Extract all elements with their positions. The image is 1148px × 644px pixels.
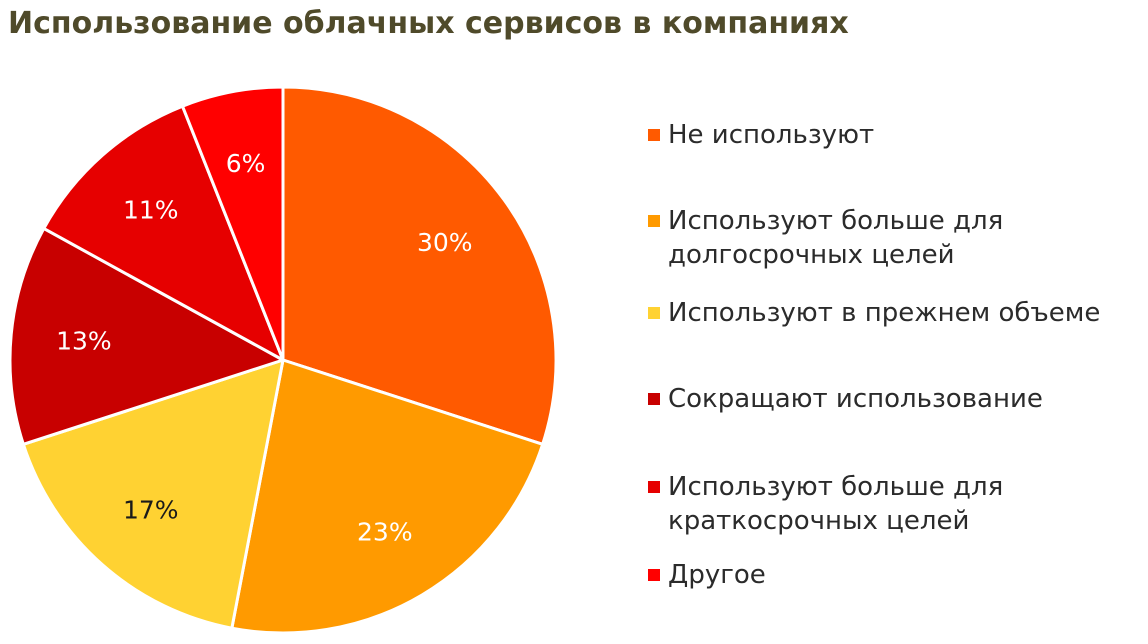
pie-slice-6	[181, 85, 285, 362]
legend-marker-3	[648, 307, 660, 319]
legend-label-4: Сокращают использование	[668, 384, 1043, 414]
pie-slice-4	[8, 226, 285, 446]
legend-item-4: Сокращают использование	[648, 382, 1043, 416]
legend-item-3: Используют в прежнем объеме	[648, 296, 1100, 330]
pie-slice-2	[230, 358, 545, 635]
legend-label-6: Другое	[668, 560, 766, 590]
legend-marker-1	[648, 129, 660, 141]
pie-slice-1	[281, 85, 558, 446]
pie-slice-5	[42, 104, 285, 362]
slice-label-3: 17%	[123, 496, 179, 525]
slice-label-1: 30%	[417, 228, 473, 257]
legend-label-5: Используют больше для краткосрочных целе…	[668, 472, 1004, 536]
slice-label-5: 11%	[123, 195, 179, 224]
legend-item-5: Используют больше для краткосрочных целе…	[648, 470, 1003, 538]
legend-item-6: Другое	[648, 558, 766, 592]
pie-chart: 30% 23% 17% 13% 11% 6%	[8, 85, 558, 635]
legend-label-2: Используют больше для долгосрочных целей	[668, 206, 1004, 270]
slice-label-2: 23%	[357, 518, 413, 547]
legend-marker-4	[648, 393, 660, 405]
legend-item-1: Не используют	[648, 118, 874, 152]
legend-marker-6	[648, 569, 660, 581]
pie-slice-3	[21, 358, 285, 630]
legend-label-1: Не используют	[668, 120, 875, 150]
chart-title: Использование облачных сервисов в компан…	[8, 6, 849, 41]
slice-label-4: 13%	[56, 327, 112, 356]
legend-label-3: Используют в прежнем объеме	[668, 298, 1101, 328]
slice-label-6: 6%	[226, 149, 266, 178]
legend-item-2: Используют больше для долгосрочных целей	[648, 204, 1003, 272]
legend-marker-2	[648, 215, 660, 227]
legend-marker-5	[648, 481, 660, 493]
